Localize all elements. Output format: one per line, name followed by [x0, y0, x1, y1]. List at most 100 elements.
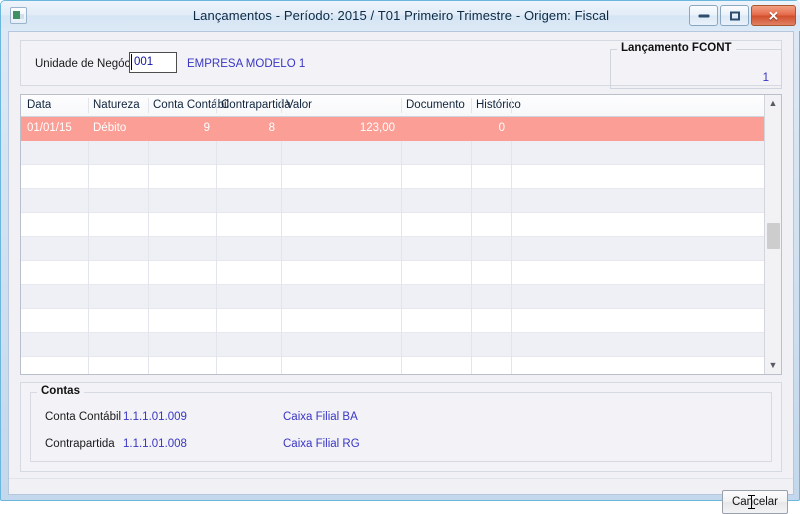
cell-divider: [281, 141, 282, 165]
grid-column-header[interactable]: Data: [27, 99, 52, 111]
grid-column-header[interactable]: Conta Contábil: [153, 99, 230, 111]
scroll-up-icon[interactable]: ▲: [765, 95, 781, 112]
cell-divider: [148, 285, 149, 309]
cell-divider: [148, 309, 149, 333]
cell-divider: [148, 357, 149, 374]
cell-divider: [88, 261, 89, 285]
cell-divider: [471, 261, 472, 285]
cell-divider: [216, 141, 217, 165]
cell-divider: [511, 213, 512, 237]
cell-divider: [281, 189, 282, 213]
conta-contabil-description: Caixa Filial BA: [283, 411, 358, 423]
grid-column-header[interactable]: Valor: [286, 99, 312, 111]
grid-column-header[interactable]: Contrapartida: [221, 99, 291, 111]
footer-divider: [9, 478, 793, 479]
cell-divider: [401, 285, 402, 309]
fcont-legend: Lançamento FCONT: [617, 42, 736, 54]
maximize-button[interactable]: [720, 5, 749, 26]
cell-divider: [88, 189, 89, 213]
table-cell: 9: [203, 122, 210, 134]
table-row[interactable]: 01/01/15 Débito 9 8 123,00 0: [21, 117, 766, 141]
column-divider: [148, 98, 149, 113]
table-row[interactable]: [21, 261, 766, 285]
entries-grid: Data Natureza Conta Contábil Contrapartida V…: [20, 94, 782, 375]
business-unit-label: Unidade de Negócio: [35, 58, 140, 70]
table-cell: 123,00: [359, 122, 395, 134]
cell-divider: [88, 237, 89, 261]
scroll-down-icon[interactable]: ▼: [765, 357, 781, 374]
cell-divider: [88, 309, 89, 333]
cell-divider: [401, 261, 402, 285]
cell-divider: [148, 213, 149, 237]
cell-divider: [88, 213, 89, 237]
table-row[interactable]: [21, 213, 766, 237]
text-caret: [131, 54, 132, 70]
table-row[interactable]: [21, 189, 766, 213]
table-row[interactable]: [21, 309, 766, 333]
cell-divider: [401, 237, 402, 261]
cell-divider: [216, 261, 217, 285]
cell-divider: [281, 213, 282, 237]
cell-divider: [401, 357, 402, 374]
cell-divider: [216, 309, 217, 333]
cell-divider: [511, 285, 512, 309]
cell-divider: [281, 309, 282, 333]
table-row[interactable]: [21, 141, 766, 165]
cell-divider: [148, 141, 149, 165]
conta-contabil-label: Conta Contábil: [45, 411, 122, 423]
minimize-button[interactable]: [689, 5, 718, 26]
cell-divider: [471, 141, 472, 165]
cell-divider: [216, 333, 217, 357]
cell-divider: [511, 333, 512, 357]
cell-divider: [511, 117, 512, 141]
title-bar[interactable]: Lançamentos - Período: 2015 / T01 Primei…: [1, 1, 800, 31]
cancel-button[interactable]: Cancelar: [722, 490, 788, 514]
contrapartida-description: Caixa Filial RG: [283, 438, 360, 450]
conta-contabil-code: 1.1.1.01.009: [123, 411, 187, 423]
cell-divider: [511, 165, 512, 189]
column-divider: [471, 98, 472, 113]
grid-vertical-scrollbar[interactable]: ▲ ▼: [764, 95, 781, 374]
grid-body[interactable]: 01/01/15 Débito 9 8 123,00 0: [21, 117, 766, 374]
grid-column-header[interactable]: Natureza: [93, 99, 140, 111]
contas-row: Contrapartida 1.1.1.01.008 Caixa Filial …: [31, 433, 771, 455]
cell-divider: [401, 165, 402, 189]
dialog-client-area: Unidade de Negócio 001 EMPRESA MODELO 1 …: [8, 31, 794, 514]
minimize-icon: [698, 14, 709, 17]
cell-divider: [471, 285, 472, 309]
close-icon: ✕: [768, 8, 779, 23]
scrollbar-thumb[interactable]: [767, 223, 780, 249]
fcont-group: Lançamento FCONT 1: [610, 42, 782, 89]
cell-divider: [401, 213, 402, 237]
cell-divider: [471, 165, 472, 189]
business-unit-input[interactable]: 001: [129, 52, 177, 73]
cell-divider: [281, 117, 282, 141]
cell-divider: [511, 309, 512, 333]
table-row[interactable]: [21, 357, 766, 374]
grid-column-header[interactable]: Documento: [406, 99, 465, 111]
cell-divider: [216, 237, 217, 261]
close-button[interactable]: ✕: [751, 5, 796, 26]
cell-divider: [216, 213, 217, 237]
cell-divider: [511, 237, 512, 261]
cell-divider: [511, 357, 512, 374]
table-row[interactable]: [21, 333, 766, 357]
business-unit-panel: Unidade de Negócio 001 EMPRESA MODELO 1 …: [20, 40, 782, 89]
table-row[interactable]: [21, 165, 766, 189]
cell-divider: [401, 141, 402, 165]
table-cell: 8: [268, 122, 275, 134]
table-row[interactable]: [21, 237, 766, 261]
maximize-icon: [729, 11, 740, 20]
grid-column-header[interactable]: Histórico: [476, 99, 521, 111]
cell-divider: [471, 357, 472, 374]
contas-legend: Contas: [37, 385, 84, 397]
cell-divider: [88, 285, 89, 309]
contas-group: Contas Conta Contábil 1.1.1.01.009 Caixa…: [30, 385, 772, 462]
table-row[interactable]: [21, 285, 766, 309]
cell-divider: [281, 333, 282, 357]
cell-divider: [148, 261, 149, 285]
cell-divider: [148, 333, 149, 357]
cell-divider: [471, 237, 472, 261]
cell-divider: [148, 189, 149, 213]
